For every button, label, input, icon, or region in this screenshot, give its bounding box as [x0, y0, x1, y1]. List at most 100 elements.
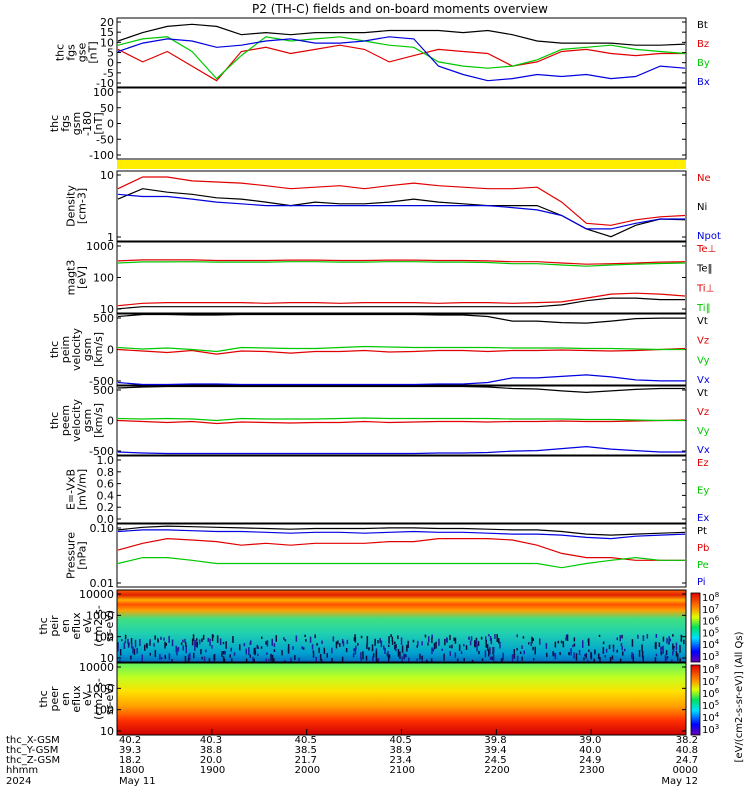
ion-spectrogram-speck — [427, 642, 429, 646]
series-ion-velocity-Vy — [117, 345, 685, 353]
series-temperature-Ti‖ — [117, 261, 686, 267]
panel-density: 10 1 Density[cm-3] Ne Ni Npot — [65, 169, 721, 244]
ion-spectrogram-speck — [449, 634, 451, 641]
ion-spectrogram-speck — [133, 648, 136, 655]
panel-ylabel-line: peer — [48, 686, 61, 712]
y-tick-label: 5 — [107, 47, 114, 60]
legend-Vy: Vy — [697, 426, 710, 437]
y-tick-label: 1000 — [86, 240, 114, 253]
ion-spectrogram-speck — [501, 658, 503, 663]
ion-spectrogram-speck — [480, 636, 483, 640]
ion-spectrogram-speck — [662, 636, 665, 642]
x-tick-hhmm: 0000 — [673, 765, 698, 776]
series-temperature-Ti⊥ — [117, 259, 686, 265]
ion-spectrogram-speck — [488, 648, 490, 657]
ion-spectrogram-speck — [196, 641, 198, 648]
ion-spectrogram-speck — [433, 642, 436, 650]
y-tick-label: 0 — [107, 344, 114, 357]
ion-spectrogram-speck — [622, 651, 624, 656]
ion-spectrogram-speck — [521, 645, 523, 649]
x-tick-x: 39.0 — [579, 735, 601, 746]
panel-ylabel-line: -180 — [81, 111, 94, 136]
panel-ylabel-line: [km/s] — [92, 403, 105, 438]
ion-spectrogram-speck — [200, 649, 202, 655]
ion-spectrogram-speck — [212, 635, 215, 638]
ion-spectrogram-speck — [380, 640, 383, 648]
ion-spectrogram-speck — [553, 652, 555, 657]
ion-spectrogram-speck — [124, 634, 127, 640]
ion-spectrogram-speck — [231, 658, 233, 664]
colorbar-tick-label: 107 — [702, 675, 719, 688]
ion-spectrogram-speck — [523, 650, 525, 655]
ion-spectrogram-speck — [121, 639, 123, 642]
ion-spectrogram-speck — [198, 639, 201, 645]
legend-Bt: Bt — [697, 20, 708, 31]
x-tick-z: 24.5 — [484, 755, 506, 766]
panel-ylabel-line: gsm — [81, 338, 94, 361]
ion-spectrogram-speck — [642, 656, 644, 663]
ion-spectrogram-speck — [443, 653, 445, 661]
ion-spectrogram-speck — [377, 658, 380, 665]
ion-spectrogram-speck — [638, 650, 641, 657]
ion-spectrogram-speck — [646, 634, 649, 639]
ion-spectrogram-speck — [149, 640, 151, 646]
ion-spectrogram-speck — [619, 658, 622, 663]
ion-spectrogram-speck — [283, 637, 285, 640]
ion-spectrogram-speck — [281, 650, 283, 656]
series-temperature-Te‖ — [117, 297, 685, 310]
ion-spectrogram-speck — [201, 638, 203, 643]
ion-spectrogram-speck — [463, 658, 465, 662]
ion-spectrogram-speck — [665, 657, 668, 661]
ion-spectrogram-speck — [271, 654, 274, 662]
panel-ylabel-line: thc — [54, 44, 67, 61]
ion-spectrogram-speck — [417, 640, 419, 646]
ion-spectrogram-speck — [160, 636, 162, 640]
ion-spectrogram-speck — [222, 641, 225, 645]
ion-spectrogram-speck — [305, 639, 307, 642]
ion-spectrogram-speck — [331, 658, 333, 665]
ion-spectrogram-speck — [641, 651, 644, 658]
panel-electron-spectrogram: 10000 1000 100 10 thcpeerenefluxeV(cm2-s-sr-… — [37, 661, 687, 738]
x-tick-hhmm: 2200 — [484, 765, 509, 776]
ion-spectrogram-speck — [371, 644, 374, 652]
series-pressure-Pi — [117, 529, 686, 540]
x-tick-z: 20.0 — [200, 755, 222, 766]
panel-ylabel-line: gsm — [70, 112, 83, 135]
ion-spectrogram-speck — [315, 656, 317, 664]
ion-spectrogram-speck — [673, 646, 675, 649]
x-tick-z: 24.7 — [676, 755, 698, 766]
ion-spectrogram-speck — [292, 646, 294, 650]
ion-spectrogram-speck — [522, 636, 525, 639]
ion-spectrogram-speck — [195, 640, 197, 647]
panel-efield: 1.00.80.60.40.20.0 E=-VxB[mV/m] Ez Ey Ex — [65, 454, 710, 526]
ion-spectrogram-speck — [335, 641, 338, 649]
panel-ylabel-line: E=-VxB — [65, 469, 78, 510]
ion-spectrogram-speck — [445, 637, 448, 642]
ion-spectrogram-speck — [621, 634, 623, 639]
ion-spectrogram-speck — [593, 658, 595, 664]
ion-spectrogram-speck — [431, 647, 433, 654]
ion-spectrogram-image — [117, 590, 686, 662]
y-tick-label: 0.8 — [97, 466, 115, 479]
ion-spectrogram-speck — [490, 638, 493, 645]
ion-spectrogram-speck — [345, 648, 348, 653]
ion-spectrogram-speck — [223, 658, 226, 665]
ion-spectrogram-speck — [655, 653, 658, 657]
x-tick-hhmm: 1900 — [200, 765, 225, 776]
series-temperature-Te⊥ — [117, 292, 686, 307]
ion-spectrogram-speck — [616, 649, 618, 653]
ion-spectrogram-speck — [160, 656, 163, 660]
ion-spectrogram-speck — [476, 644, 478, 652]
axis-row-label: 2024 — [6, 776, 31, 787]
panel-ylabel-line: en — [59, 619, 72, 633]
series-electron-velocity-Vy — [117, 417, 685, 422]
ion-spectrogram-speck — [379, 638, 381, 643]
ion-spectrogram-speck — [136, 648, 138, 654]
ion-spectrogram-speck — [454, 637, 457, 644]
legend-Vt: Vt — [697, 316, 708, 327]
legend-By: By — [697, 58, 710, 69]
ion-spectrogram-speck — [516, 655, 519, 664]
